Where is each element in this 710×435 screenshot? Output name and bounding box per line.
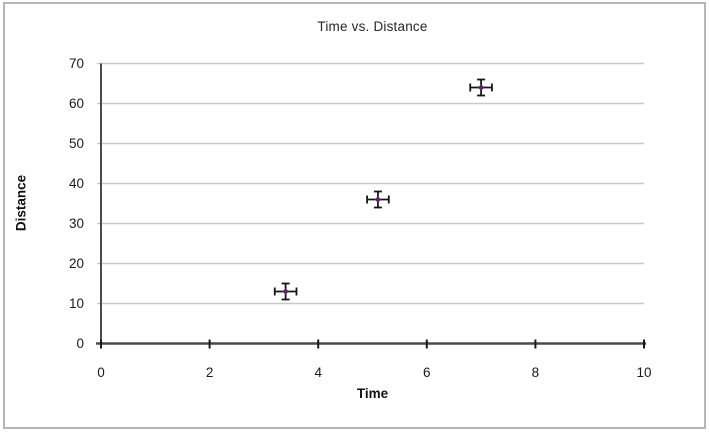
y-tick-label-30: 30	[69, 216, 84, 231]
y-tick-label-70: 70	[69, 56, 84, 71]
x-axis-title: Time	[356, 386, 389, 401]
data-point-marker-2	[374, 196, 382, 203]
x-tick-label-10: 10	[636, 365, 651, 380]
y-tick-label-40: 40	[69, 176, 84, 191]
y-tick-label-60: 60	[69, 96, 84, 111]
y-tick-label-10: 10	[69, 296, 84, 311]
y-tick-label-0: 0	[76, 336, 84, 351]
x-tick-label-6: 6	[423, 365, 431, 380]
x-tick-label-2: 2	[206, 365, 214, 380]
x-tick-label-0: 0	[97, 365, 105, 380]
data-point-marker-3	[477, 84, 485, 91]
y-tick-label-50: 50	[69, 136, 84, 151]
x-tick-label-4: 4	[314, 365, 322, 380]
y-tick-label-20: 20	[69, 256, 84, 271]
data-point-marker-1	[282, 288, 289, 295]
chart-title: Time vs. Distance	[317, 19, 428, 34]
x-tick-label-8: 8	[532, 365, 540, 380]
